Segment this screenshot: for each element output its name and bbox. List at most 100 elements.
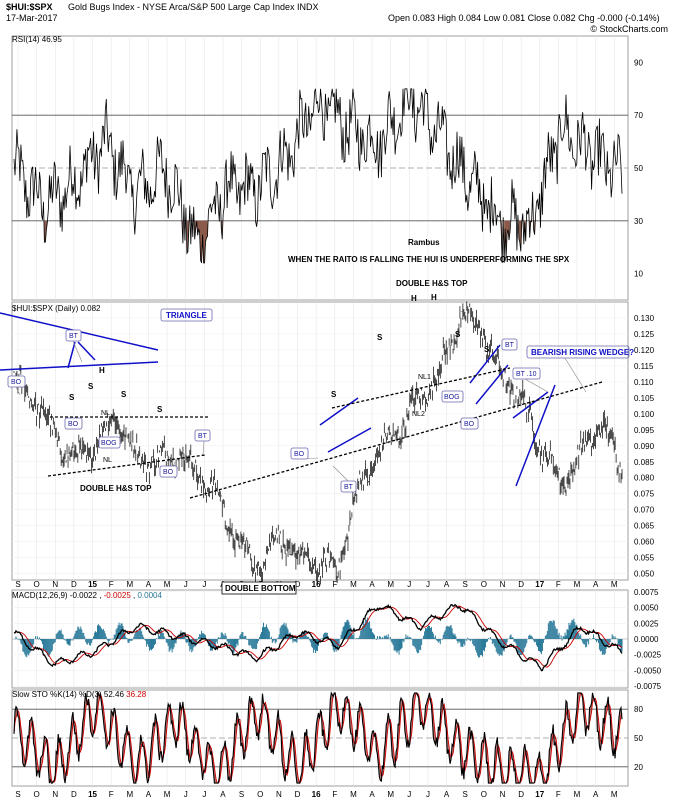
ohlc-readout: Open 0.083 High 0.084 Low 0.081 Close 0.… xyxy=(388,13,660,23)
x-tick-label: N xyxy=(52,580,58,589)
sto-panel: 80 50 20 xyxy=(12,691,643,785)
bearish-wedge-label: BEARISH RISING WEDGE? xyxy=(531,348,634,357)
bt-callout: BT xyxy=(340,480,357,493)
x-tick-label: M xyxy=(350,790,357,799)
x-tick-label: F xyxy=(556,580,561,589)
trend-line xyxy=(475,364,509,405)
x-tick-label: M xyxy=(126,790,133,799)
x-tick-label: S xyxy=(15,790,20,799)
price-tick-label: 0.130 xyxy=(634,314,655,323)
x-tick-label: S xyxy=(239,790,244,799)
x-tick-label: J xyxy=(184,580,188,589)
x-tick-label: M xyxy=(574,580,581,589)
x-tick-label: N xyxy=(52,790,58,799)
rsi-tick-label: 90 xyxy=(634,58,643,67)
rsi-oversold-fill xyxy=(186,220,189,254)
x-tick-label: A xyxy=(444,790,450,799)
double-hs-top-left-label: DOUBLE H&S TOP xyxy=(80,484,152,493)
trend-line xyxy=(319,397,359,426)
nl1-label: NL1 xyxy=(418,374,431,381)
price-tick-label: 0.095 xyxy=(634,426,655,435)
x-tick-label: N xyxy=(500,580,506,589)
x-tick-label: M xyxy=(350,580,357,589)
svg-text:BOG: BOG xyxy=(444,394,460,401)
x-tick-label: N xyxy=(500,790,506,799)
rsi-label: RSI(14) 46.95 xyxy=(12,35,62,44)
x-tick-label: M xyxy=(387,580,394,589)
macd-panel: 0.0075 0.0050 0.0025 0.0000 -0.0025 -0.0050 -0… xyxy=(12,588,662,691)
price-tick-label: 0.050 xyxy=(634,570,655,579)
x-tick-label: A xyxy=(220,790,226,799)
double-bottom-callout: DOUBLE BOTTOM xyxy=(221,581,297,595)
x-tick-label: 16 xyxy=(312,790,321,799)
bog-callout: BOG xyxy=(98,436,121,449)
svg-text:DOUBLE BOTTOM: DOUBLE BOTTOM xyxy=(225,584,296,593)
x-tick-label: F xyxy=(556,790,561,799)
x-tick-label: A xyxy=(146,580,152,589)
x-tick-label: J xyxy=(426,790,430,799)
x-tick-label: O xyxy=(34,580,40,589)
x-tick-label: M xyxy=(164,790,171,799)
macd-line xyxy=(13,603,623,672)
x-tick-label: A xyxy=(369,580,375,589)
rsi-tick-label: 30 xyxy=(634,217,643,226)
bo-callout: BO xyxy=(7,375,26,388)
rsi-tick-label: 10 xyxy=(634,270,643,279)
price-label: $HUI:$SPX (Daily) 0.082 xyxy=(12,304,101,313)
x-tick-label: 15 xyxy=(88,790,97,799)
bt-callout: BT xyxy=(194,429,211,442)
sto-tick-label: 50 xyxy=(634,734,643,743)
head-label: H xyxy=(431,293,437,302)
x-tick-label: J xyxy=(407,580,411,589)
sto-tick-label: 20 xyxy=(634,763,643,772)
price-tick-label: 0.070 xyxy=(634,506,655,515)
macd-tick-label: -0.0025 xyxy=(634,651,662,660)
x-tick-label: 17 xyxy=(535,580,544,589)
x-tick-label: 17 xyxy=(535,790,544,799)
sto-k-line xyxy=(13,691,623,784)
price-tick-label: 0.125 xyxy=(634,330,655,339)
price-frame xyxy=(11,301,629,581)
x-tick-label: F xyxy=(109,580,114,589)
callout-pointer xyxy=(202,440,205,455)
x-tick-label: S xyxy=(463,790,468,799)
x-tick-label: M xyxy=(574,790,581,799)
nl2-label: NL2 xyxy=(412,411,425,418)
svg-text:BT: BT xyxy=(344,484,354,491)
neckline xyxy=(331,367,511,409)
callout-pointer xyxy=(72,340,83,363)
rsi-tick-label: 50 xyxy=(634,164,643,173)
shoulder-label: S xyxy=(455,330,461,339)
triangle-callout xyxy=(160,308,213,322)
macd-tick-label: 0.0000 xyxy=(634,635,659,644)
x-tick-label: S xyxy=(15,580,20,589)
x-tick-label: O xyxy=(481,580,487,589)
x-tick-label: D xyxy=(518,580,524,589)
price-tick-label: 0.080 xyxy=(634,474,655,483)
price-tick-label: 0.065 xyxy=(634,522,655,531)
x-tick-label: D xyxy=(295,790,301,799)
macd-tick-label: -0.0050 xyxy=(634,666,662,675)
x-tick-label: F xyxy=(109,790,114,799)
shoulder-label: S xyxy=(377,333,383,342)
bt10-callout: BT .10 xyxy=(512,367,541,380)
callout-pointer xyxy=(564,357,587,393)
x-tick-label: J xyxy=(202,790,206,799)
bo-callout: BO xyxy=(159,465,178,478)
shoulder-label: S xyxy=(121,390,127,399)
nl-label-upper: NL xyxy=(101,410,110,417)
double-hs-top-right-label: DOUBLE H&S TOP xyxy=(396,279,468,288)
chart-description: Gold Bugs Index - NYSE Arca/S&P 500 Larg… xyxy=(68,2,318,12)
nl-label: NL xyxy=(103,457,112,464)
price-tick-label: 0.055 xyxy=(634,554,655,563)
price-tick-label: 0.090 xyxy=(634,442,655,451)
callout-pointer xyxy=(15,386,21,396)
bt-callout: BT xyxy=(65,329,82,342)
head-label: H xyxy=(411,294,417,303)
price-tick-label: 0.100 xyxy=(634,410,655,419)
x-tick-label: J xyxy=(426,580,430,589)
shoulder-label: S xyxy=(157,405,163,414)
x-tick-label: O xyxy=(481,790,487,799)
head-label: H xyxy=(99,366,105,375)
